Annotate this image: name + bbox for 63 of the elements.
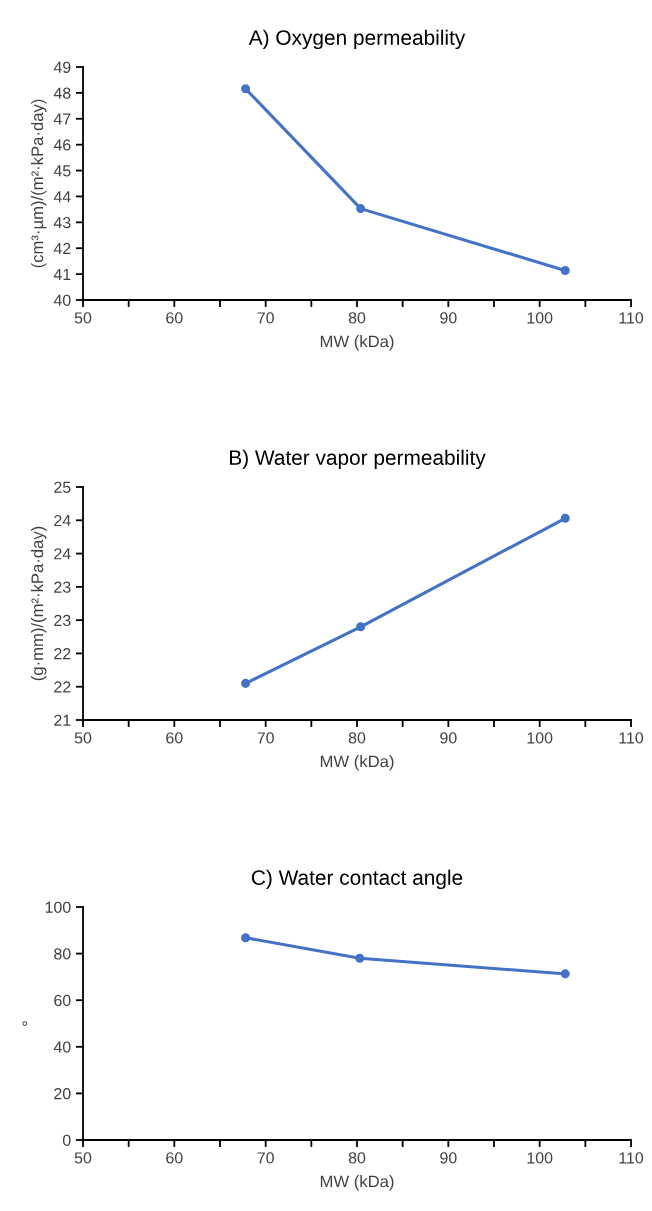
- point: [355, 953, 365, 963]
- x-tick-label: 60: [166, 312, 183, 324]
- chart-title: B) Water vapor permeability: [230, 449, 486, 470]
- y-tick-label: 22: [54, 648, 71, 660]
- x-tick-label: 70: [257, 312, 274, 324]
- x-tick-label: 110: [619, 1152, 644, 1164]
- x-tick-label: 110: [619, 312, 644, 324]
- y-axis-title: (cm³·µm)/(m²·kPa·day): [30, 99, 47, 268]
- y-tick-label: 23: [54, 614, 71, 627]
- y-tick-label: 48: [53, 87, 71, 99]
- y-tick-label: 80: [54, 948, 71, 960]
- y-tick-label: 46: [53, 139, 71, 151]
- y-tick-label: 24: [54, 548, 71, 560]
- y-tick-label: 49: [53, 61, 71, 73]
- point: [356, 204, 366, 214]
- x-axis-title: MW (kDa): [320, 755, 394, 771]
- y-axis-title: (g·mm)/(m²·kPa·day): [30, 526, 47, 681]
- x-tick-label: 90: [440, 732, 457, 744]
- x-tick-label: 100: [527, 1152, 553, 1164]
- y-tick-label: 47: [53, 113, 71, 125]
- y-tick-label: 24: [54, 514, 71, 527]
- x-tick-label: 60: [166, 1152, 183, 1164]
- point: [560, 969, 570, 979]
- x-axis-title: MW (kDa): [320, 335, 394, 351]
- y-tick-label: 42: [53, 242, 71, 255]
- point: [560, 265, 570, 276]
- chart-title: C) Water contact angle: [251, 869, 463, 890]
- x-tick-label: 100: [527, 732, 553, 744]
- x-tick-label: 90: [440, 312, 457, 324]
- x-tick-label: 80: [348, 312, 366, 324]
- y-tick-label: 43: [53, 216, 71, 229]
- chart-title: A) Oxygen permeability: [248, 29, 466, 50]
- y-tick-label: 20: [54, 1088, 71, 1100]
- y-tick-label: 60: [54, 994, 71, 1007]
- x-axis-title: MW (kDa): [320, 1175, 394, 1191]
- x-tick-label: 110: [619, 732, 644, 744]
- y-tick-label: 22: [54, 681, 71, 693]
- x-tick-label: 100: [527, 312, 553, 324]
- x-tick-label: 50: [74, 732, 92, 744]
- y-tick-label: 23: [54, 581, 71, 593]
- y-tick-label: 0: [62, 1134, 71, 1146]
- y-tick-label: 100: [45, 901, 71, 913]
- x-tick-label: 70: [257, 1152, 274, 1164]
- point: [356, 622, 366, 632]
- x-tick-label: 70: [257, 732, 274, 744]
- x-tick-label: 90: [440, 1152, 457, 1164]
- y-tick-label: 25: [54, 481, 71, 493]
- y-tick-label: 21: [54, 714, 71, 726]
- y-tick-label: 41: [53, 268, 71, 280]
- y-tick-label: 44: [53, 191, 71, 203]
- y-tick-label: 40: [53, 1041, 71, 1053]
- x-tick-label: 50: [74, 1152, 92, 1164]
- point: [560, 513, 570, 523]
- x-tick-label: 50: [74, 312, 92, 324]
- x-tick-label: 60: [166, 732, 183, 744]
- point: [241, 933, 251, 943]
- point: [241, 678, 251, 688]
- point: [241, 84, 251, 94]
- y-axis-title: °: [22, 1021, 28, 1026]
- x-tick-label: 80: [348, 732, 366, 744]
- x-tick-label: 80: [348, 1152, 366, 1164]
- y-tick-label: 40: [53, 294, 71, 306]
- y-tick-label: 45: [53, 165, 71, 177]
